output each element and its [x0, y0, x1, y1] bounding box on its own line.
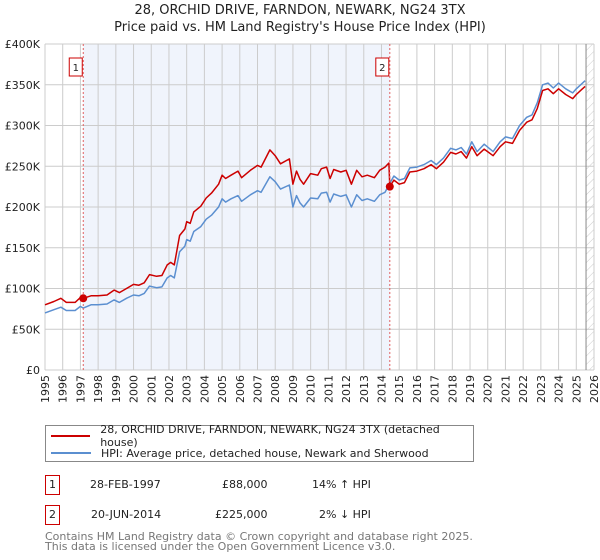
sale-badge-box: [375, 57, 390, 77]
y-tick-label: £50K: [12, 323, 41, 336]
chart-title-line2: Price paid vs. HM Land Registry's House …: [114, 20, 486, 35]
transaction-date: 20-JUN-2014: [91, 508, 162, 521]
x-tick-label: 2010: [305, 375, 318, 403]
transaction-hpi-diff: 14% ↑ HPI: [312, 478, 371, 491]
x-tick-label: 2009: [287, 375, 300, 403]
x-tick-label: 2001: [145, 375, 158, 403]
transaction-price: £225,000: [215, 508, 268, 521]
sale-badge-label: 2: [379, 63, 385, 74]
x-tick-label: 2005: [216, 375, 229, 403]
x-tick-label: 2017: [429, 375, 442, 403]
x-tick-label: 2012: [340, 375, 353, 403]
x-tick-label: 2003: [181, 375, 194, 403]
x-tick-label: 2013: [358, 375, 371, 403]
y-tick-label: £300K: [5, 120, 41, 133]
transaction-row: 1 28-FEB-1997 £88,000 14% ↑ HPI: [45, 475, 465, 495]
y-tick-label: £0: [26, 364, 40, 377]
x-tick-label: 2025: [570, 375, 583, 403]
legend-label-hpi: HPI: Average price, detached house, Newa…: [101, 446, 429, 460]
hpi-line: [44, 80, 586, 314]
x-tick-label: 1998: [92, 375, 105, 403]
y-tick-label: £200K: [5, 201, 41, 214]
x-tick-label: 2021: [499, 375, 512, 403]
x-tick-label: 2022: [517, 375, 530, 403]
x-tick-label: 2019: [464, 375, 477, 403]
sale-point: [385, 182, 394, 191]
legend-swatch-red: [51, 435, 91, 437]
y-tick-label: £100K: [5, 283, 41, 296]
legend-item-hpi: HPI: Average price, detached house, Newa…: [51, 445, 429, 461]
x-tick-label: 2002: [163, 375, 176, 403]
x-tick-label: 1999: [110, 375, 123, 403]
x-tick-label: 2014: [375, 375, 388, 403]
x-tick-label: 2000: [128, 375, 141, 403]
x-tick-label: 1996: [57, 375, 70, 403]
transaction-date: 28-FEB-1997: [90, 478, 161, 491]
transaction-hpi-diff: 2% ↓ HPI: [319, 508, 371, 521]
x-tick-label: 2018: [446, 375, 459, 403]
x-tick-label: 2011: [322, 375, 335, 403]
footer-licence: This data is licensed under the Open Gov…: [45, 540, 396, 553]
legend-label-property: 28, ORCHID DRIVE, FARNDON, NEWARK, NG24 …: [100, 423, 440, 449]
y-tick-label: £350K: [5, 79, 41, 92]
x-tick-label: 1997: [74, 375, 87, 403]
sale-badge-label: 1: [73, 63, 79, 74]
x-tick-label: 2015: [393, 375, 406, 403]
x-tick-label: 2023: [535, 375, 548, 403]
y-tick-label: £250K: [5, 160, 41, 173]
x-tick-label: 2024: [553, 375, 566, 403]
legend-item-property: 28, ORCHID DRIVE, FARNDON, NEWARK, NG24 …: [51, 423, 473, 449]
x-tick-label: 2016: [411, 375, 424, 403]
x-tick-label: 2007: [252, 375, 265, 403]
sale-point: [79, 294, 88, 303]
x-tick-label: 2026: [588, 375, 600, 403]
y-tick-label: £150K: [5, 242, 41, 255]
property-price-line: [44, 85, 586, 306]
x-tick-label: 2006: [234, 375, 247, 403]
chart-title-line1: 28, ORCHID DRIVE, FARNDON, NEWARK, NG24 …: [134, 3, 466, 18]
x-tick-label: 2008: [269, 375, 282, 403]
transaction-price: £88,000: [222, 478, 268, 491]
price-chart: 1 2 1995 1996 1997 1998 1999 2000 2001 2002 2003 20…: [5, 38, 600, 403]
footer-copyright: Contains HM Land Registry data © Crown c…: [45, 530, 473, 543]
chart-legend: 28, ORCHID DRIVE, FARNDON, NEWARK, NG24 …: [45, 423, 474, 462]
sale-badge-box: [68, 57, 83, 77]
y-tick-label: £400K: [5, 38, 41, 51]
x-tick-label: 1995: [39, 375, 52, 403]
x-tick-label: 2020: [482, 375, 495, 403]
legend-swatch-blue: [51, 452, 91, 454]
x-tick-label: 2004: [198, 375, 211, 403]
transaction-badge: 1: [45, 475, 60, 495]
transaction-row: 2 20-JUN-2014 £225,000 2% ↓ HPI: [45, 505, 465, 525]
transaction-badge: 2: [45, 505, 60, 525]
